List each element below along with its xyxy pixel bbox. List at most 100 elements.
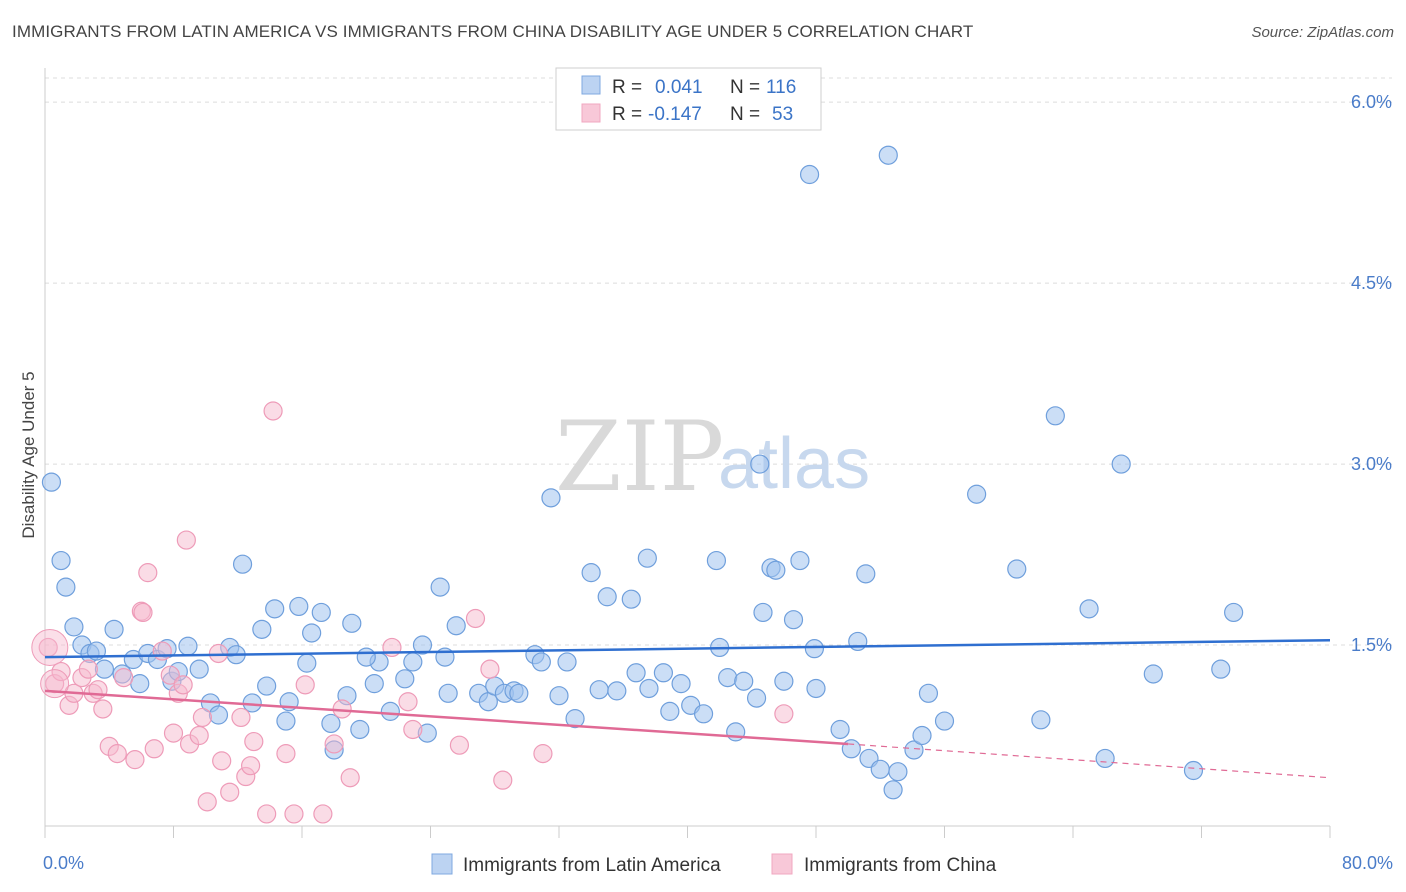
latin-point <box>934 711 955 731</box>
y-axis-label: Disability Age Under 5 <box>19 371 38 538</box>
china-point <box>160 665 180 685</box>
latin-point <box>918 683 939 703</box>
china-point-large <box>31 628 69 666</box>
china-point <box>244 731 264 752</box>
latin-point <box>541 488 561 508</box>
latin-point <box>1111 454 1131 474</box>
latin-point <box>321 713 341 734</box>
china-point <box>173 675 193 695</box>
latin-point <box>257 676 277 696</box>
latin-point <box>412 635 433 655</box>
latin-point <box>841 739 861 759</box>
latin-point <box>189 659 209 679</box>
latin-point <box>783 610 804 630</box>
latin-point <box>1031 710 1051 730</box>
china-legend-swatch <box>581 103 601 123</box>
latin-point <box>806 678 826 699</box>
latin-point <box>774 671 794 691</box>
legend-n-label-latin: N = <box>730 77 760 98</box>
latin-point <box>232 554 253 574</box>
china-point <box>208 643 229 664</box>
legend-n-label-china: N = <box>730 104 760 125</box>
legend-r-china: -0.147 <box>648 104 702 125</box>
china-point <box>398 692 418 712</box>
latin-point <box>350 719 370 740</box>
latin-point <box>1224 602 1244 623</box>
china-point <box>231 707 251 728</box>
china-point <box>152 641 172 661</box>
latin-point <box>653 663 674 683</box>
latin-point <box>621 589 641 609</box>
latin-point <box>766 560 786 580</box>
watermark-zip: ZIP <box>555 401 724 513</box>
china-point <box>107 744 127 764</box>
legend-n-latin: 116 <box>766 77 796 98</box>
latin-point <box>1095 748 1115 769</box>
legend-r-label-china: R = <box>612 104 642 125</box>
legend-r-latin: 0.041 <box>655 77 703 98</box>
china-point <box>493 770 513 790</box>
china-point <box>295 675 315 695</box>
latin-point <box>380 701 400 721</box>
latin-point <box>589 680 609 700</box>
latin-point <box>626 663 646 683</box>
latin-point <box>597 587 617 607</box>
latin-point <box>830 719 850 740</box>
legend-n-china: 53 <box>772 104 793 125</box>
china-point <box>774 704 794 724</box>
latin-point <box>311 602 331 623</box>
bottom-legend-china-swatch <box>771 853 793 875</box>
chart-title: IMMIGRANTS FROM LATIN AMERICA VS IMMIGRA… <box>12 22 974 41</box>
china-point <box>197 792 217 812</box>
china-point <box>257 804 277 824</box>
latin-point <box>1183 760 1204 781</box>
latin-point <box>1143 664 1163 684</box>
chart-source: Source: ZipAtlas.com <box>1251 24 1394 41</box>
latin-point <box>252 619 272 639</box>
china-point <box>449 735 470 755</box>
x-tick-label-min: 0.0% <box>43 853 84 873</box>
latin-point <box>557 652 577 672</box>
china-trend-line-extrapolated <box>848 743 1331 779</box>
latin-point <box>178 636 198 656</box>
latin-point <box>364 674 384 694</box>
latin-point <box>790 550 810 571</box>
china-point <box>533 744 553 764</box>
latin-point <box>706 550 727 571</box>
china-point <box>125 750 145 770</box>
china-point <box>313 804 333 824</box>
china-point <box>189 725 209 746</box>
latin-point <box>51 550 71 571</box>
latin-point <box>1007 559 1027 579</box>
china-point <box>403 719 423 740</box>
china-point <box>324 734 344 754</box>
latin-point <box>356 647 376 667</box>
china-point <box>138 563 158 583</box>
data-points <box>31 145 1244 824</box>
latin-point <box>1079 599 1099 619</box>
y-tick-label: 4.5% <box>1351 273 1392 293</box>
latin-point <box>637 548 657 568</box>
latin-point <box>302 623 322 643</box>
latin-point <box>1211 659 1231 679</box>
latin-point <box>912 725 932 746</box>
latin-point <box>693 704 714 724</box>
latin-point <box>718 668 738 688</box>
watermark-atlas: atlas <box>718 424 870 504</box>
latin-point <box>265 599 285 619</box>
latin-point <box>660 701 680 721</box>
latin-legend-swatch <box>581 75 601 95</box>
latin-trend-line <box>44 638 1331 659</box>
china-point <box>480 659 500 679</box>
watermark: ZIP atlas <box>555 401 870 513</box>
latin-point <box>395 669 415 689</box>
bottom-legend-latin: Immigrants from Latin America <box>463 855 721 876</box>
latin-point <box>565 709 585 729</box>
latin-point <box>130 674 150 694</box>
latin-point <box>878 145 898 165</box>
x-tick-label-max: 80.0% <box>1342 853 1393 873</box>
latin-point <box>883 780 903 800</box>
china-point-large <box>40 669 70 699</box>
axes <box>44 68 1331 838</box>
